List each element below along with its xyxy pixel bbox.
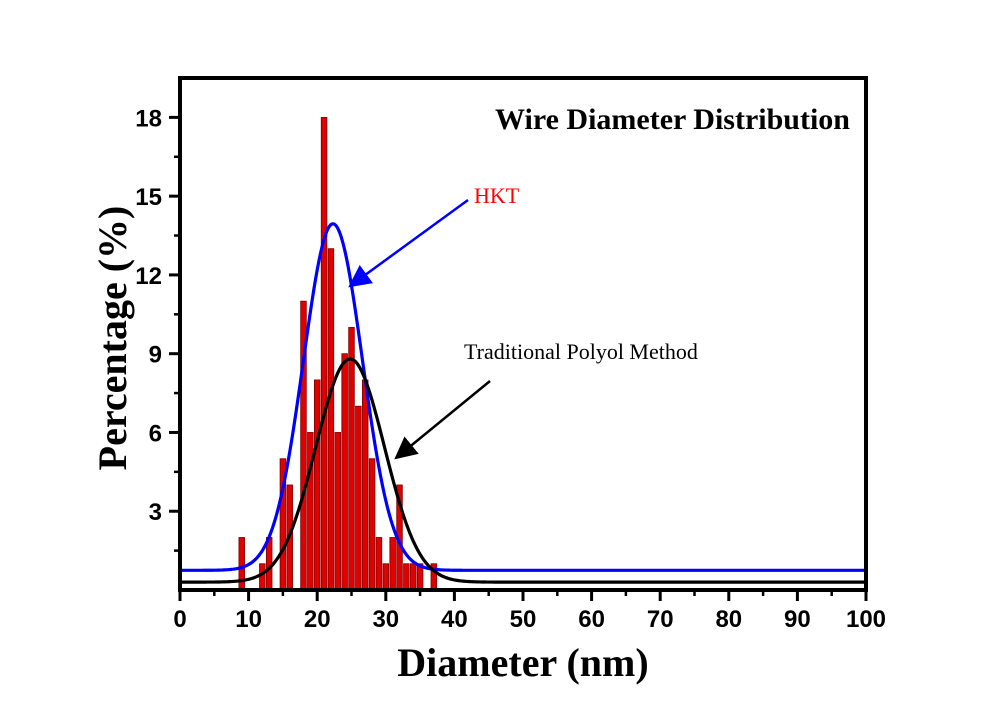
- histogram-bar: [320, 116, 328, 591]
- x-tick-label: 0: [173, 606, 186, 633]
- histogram-bar: [313, 379, 321, 591]
- histogram-bar: [334, 432, 341, 591]
- annotation-hkt-label: HKT: [474, 183, 520, 208]
- histogram-bar: [375, 537, 383, 591]
- y-tick-label: 9: [149, 342, 162, 369]
- annotation-polyol-label: Traditional Polyol Method: [464, 339, 698, 364]
- x-tick-label: 90: [784, 606, 811, 633]
- x-tick-label: 80: [715, 606, 742, 633]
- histogram-bar: [341, 353, 348, 591]
- histogram-bar: [355, 405, 362, 591]
- y-tick-label: 15: [135, 184, 162, 211]
- x-tick-label: 20: [304, 606, 331, 633]
- x-tick-label: 100: [846, 606, 886, 633]
- histogram-bar: [362, 379, 369, 591]
- x-tick-label: 40: [441, 606, 468, 633]
- x-tick-label: 10: [235, 606, 262, 633]
- y-tick-label: 12: [135, 263, 162, 290]
- x-tick-label: 50: [510, 606, 537, 633]
- histogram-bar: [403, 563, 410, 591]
- chart-title: Wire Diameter Distribution: [495, 103, 850, 136]
- x-axis-ticks: 0 10 20 30 40 50 60 70 80 90 100: [173, 590, 886, 633]
- y-axis-ticks: 3 6 9 12 15 18: [135, 105, 180, 552]
- fit-curves: [180, 222, 866, 584]
- series-line-hkt: [180, 222, 866, 572]
- histogram-bar: [265, 537, 273, 591]
- series-line-traditional-polyol: [180, 357, 866, 584]
- x-tick-label: 70: [647, 606, 674, 633]
- x-axis-title: Diameter (nm): [397, 640, 648, 685]
- histogram-bar: [368, 458, 376, 591]
- histogram-bar: [327, 248, 335, 591]
- histogram-bar: [348, 327, 355, 591]
- y-tick-label: 6: [149, 420, 162, 447]
- annotation-hkt-arrow: [348, 198, 469, 288]
- histogram-bar: [410, 563, 417, 591]
- annotation-polyol-arrow: [394, 380, 491, 460]
- y-tick-label: 3: [149, 499, 162, 526]
- y-axis-title: Percentage (%): [90, 206, 135, 471]
- y-tick-label: 18: [135, 105, 162, 132]
- x-tick-label: 30: [372, 606, 399, 633]
- histogram-bar: [389, 537, 396, 591]
- histogram-bars: [238, 116, 438, 591]
- x-tick-label: 60: [578, 606, 605, 633]
- histogram-bar: [382, 563, 390, 591]
- histogram-bar: [259, 563, 266, 591]
